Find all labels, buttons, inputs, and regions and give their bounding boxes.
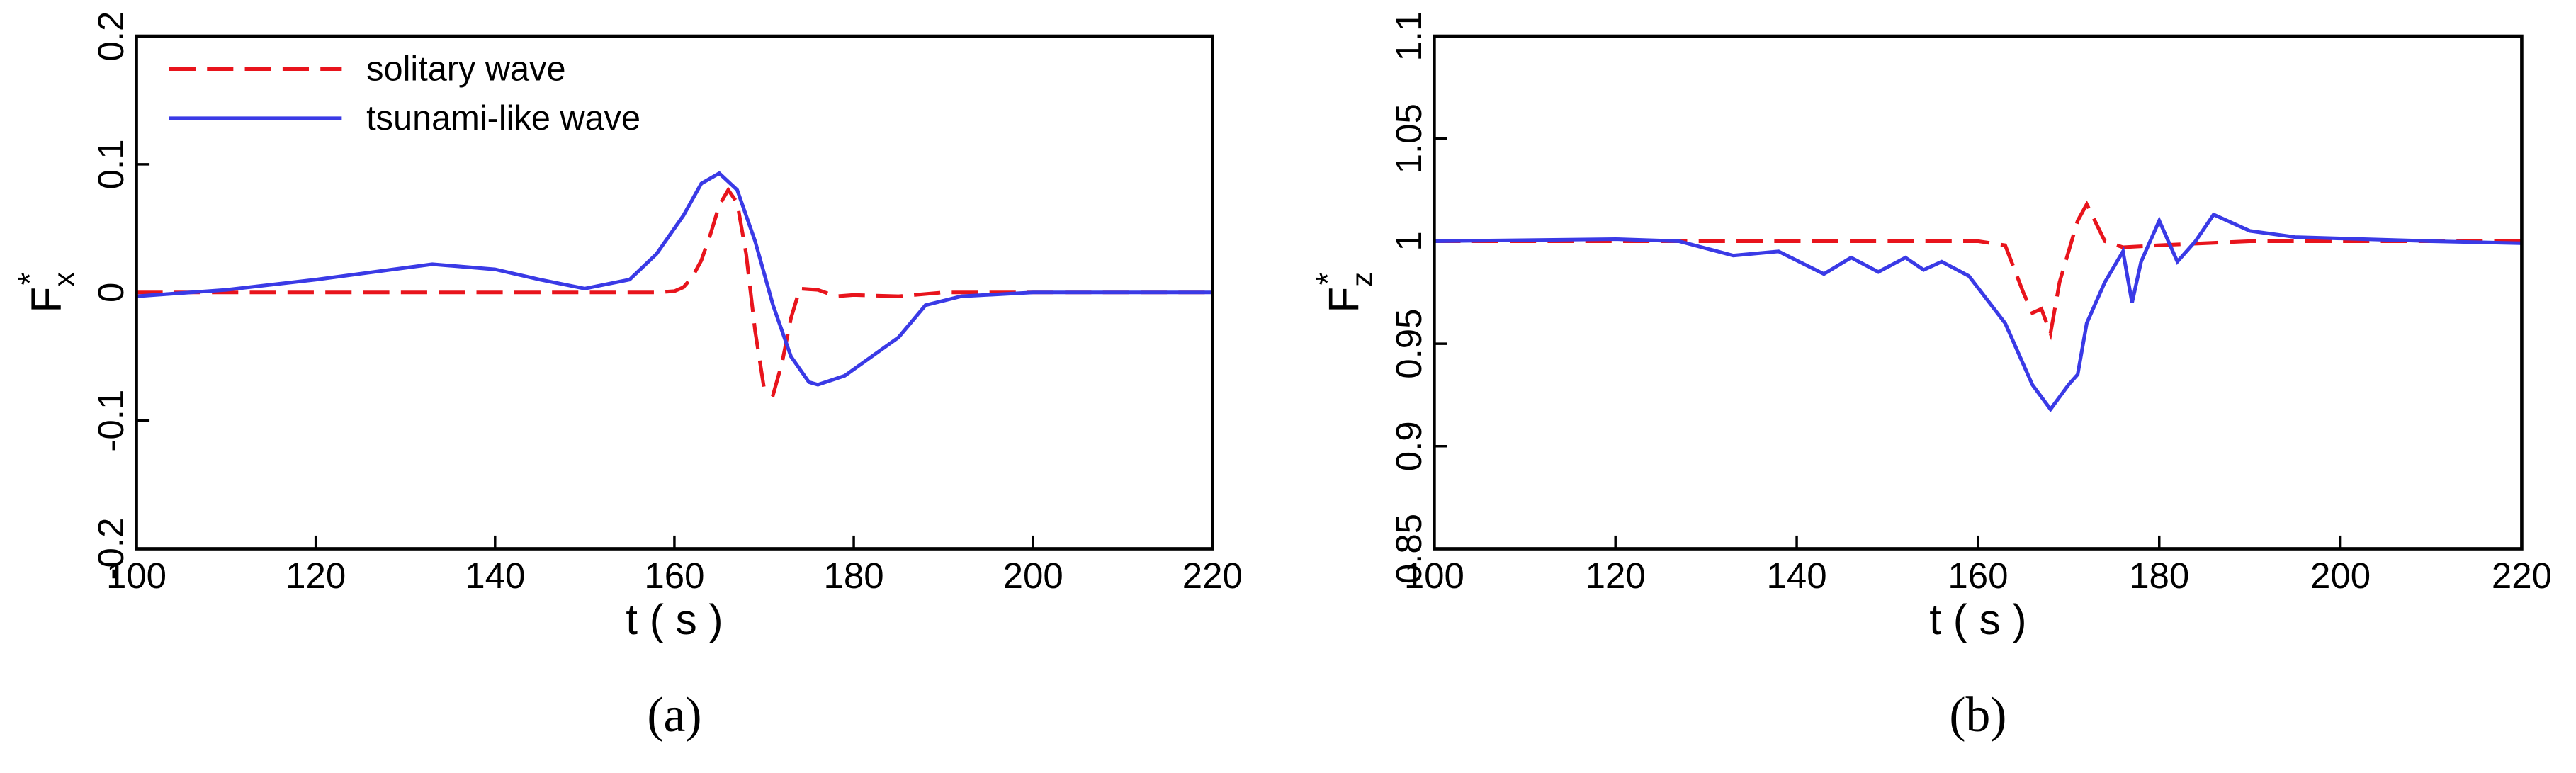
x-tick-label: 140 — [465, 555, 525, 596]
legend-label: solitary wave — [366, 50, 565, 89]
legend-label: tsunami-like wave — [366, 99, 640, 137]
y-axis-label: Fz* — [1309, 272, 1378, 313]
series-line — [1434, 200, 2522, 341]
y-tick-label: 1.1 — [1389, 11, 1429, 62]
y-axis-label: Fx* — [11, 272, 80, 313]
y-axis-label-sup: * — [1309, 272, 1346, 285]
x-tick-label: 200 — [1003, 555, 1063, 596]
x-tick-label: 160 — [1948, 555, 2008, 596]
y-tick-label: -0.2 — [91, 518, 131, 580]
series-line — [136, 171, 1213, 387]
caption-text: (b) — [1949, 688, 2006, 743]
y-tick-label: 1.05 — [1389, 103, 1429, 174]
y-tick-label: 0.85 — [1389, 514, 1429, 584]
x-tick-label: 220 — [1182, 555, 1243, 596]
y-axis-label-main: F — [1320, 287, 1368, 313]
x-axis-label: t ( s ) — [1929, 595, 2026, 643]
y-axis-label-main: F — [22, 287, 70, 313]
x-tick-label: 120 — [286, 555, 346, 596]
x-tick-label: 100 — [1404, 555, 1464, 596]
plot-frame — [135, 34, 1214, 551]
y-tick-label: 0.2 — [91, 11, 131, 62]
y-tick-label: 0.1 — [91, 139, 131, 189]
y-tick-label: 0 — [91, 283, 131, 303]
x-tick-label: 120 — [1586, 555, 1646, 596]
caption: (a) — [647, 688, 701, 743]
x-tick-label: 180 — [824, 555, 884, 596]
x-tick-label: 220 — [2492, 555, 2552, 596]
y-axis-label-sup: * — [11, 272, 48, 285]
x-tick-label: 140 — [1767, 555, 1827, 596]
x-tick-label: 160 — [644, 555, 704, 596]
y-axis-label-sub: x — [47, 272, 80, 287]
caption-text: (a) — [647, 688, 701, 743]
y-tick-label: 0.95 — [1389, 308, 1429, 378]
x-axis-label: t ( s ) — [626, 595, 723, 643]
plot-frame — [1433, 34, 2524, 551]
x-tick-label: 100 — [106, 555, 166, 596]
caption: (b) — [1949, 688, 2006, 743]
y-axis-label-sub: z — [1345, 272, 1378, 287]
series-line — [1434, 212, 2522, 412]
y-tick-label: 1 — [1389, 231, 1429, 251]
x-tick-label: 180 — [2129, 555, 2189, 596]
series-line — [136, 186, 1213, 398]
y-tick-label: 0.9 — [1389, 421, 1429, 471]
x-tick-label: 200 — [2310, 555, 2371, 596]
y-tick-label: -0.1 — [91, 390, 131, 452]
